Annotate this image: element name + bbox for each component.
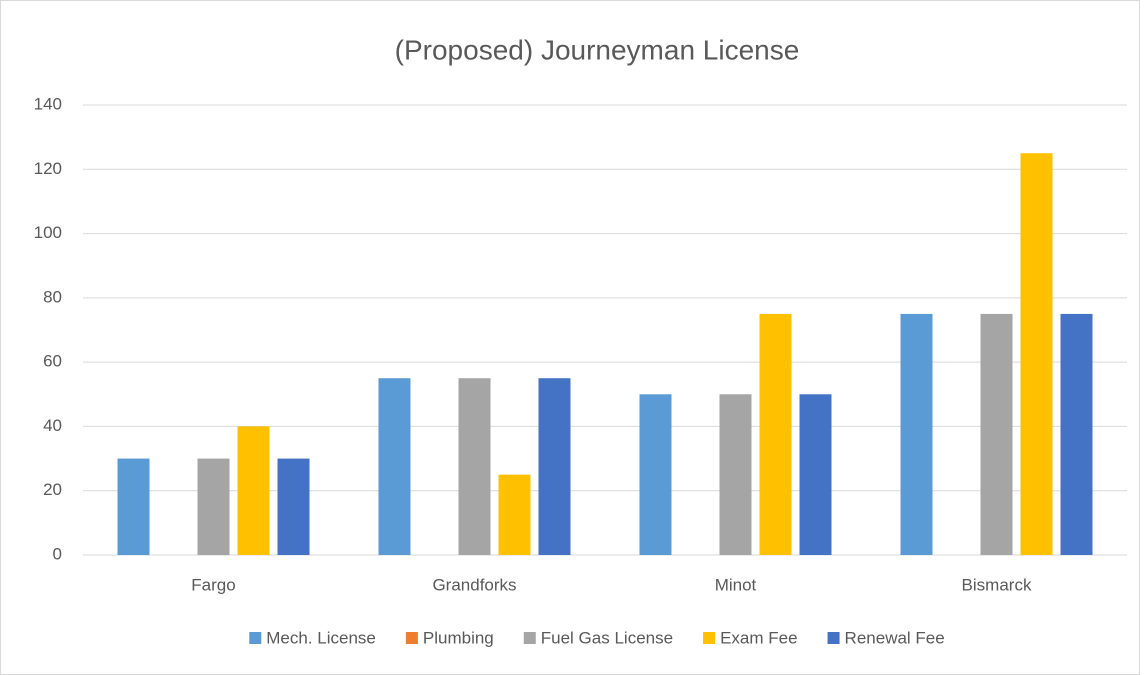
bar: [799, 394, 832, 555]
y-tick-label: 60: [43, 352, 62, 371]
legend-swatch: [523, 632, 536, 644]
y-tick-label: 100: [34, 223, 62, 242]
bar: [277, 458, 310, 555]
y-tick-label: 140: [34, 94, 62, 113]
legend-label: Plumbing: [423, 628, 494, 647]
x-tick-label: Minot: [715, 575, 757, 594]
legend-swatch: [827, 632, 840, 644]
legend-label: Exam Fee: [720, 628, 797, 647]
bar: [639, 394, 672, 555]
y-tick-label: 20: [43, 480, 62, 499]
y-tick-label: 80: [43, 287, 62, 306]
legend-label: Mech. License: [266, 628, 376, 647]
y-tick-label: 40: [43, 416, 62, 435]
x-tick-label: Fargo: [191, 575, 235, 594]
bar: [538, 378, 571, 555]
chart-title: (Proposed) Journeyman License: [395, 34, 800, 65]
bar: [498, 474, 531, 555]
bar: [980, 313, 1013, 555]
bar: [197, 458, 230, 555]
legend-swatch: [249, 632, 262, 644]
bar: [1060, 313, 1093, 555]
x-tick-label: Bismarck: [962, 575, 1032, 594]
bar: [117, 458, 150, 555]
bar: [237, 426, 270, 555]
y-tick-label: 0: [53, 544, 62, 563]
bar: [719, 394, 752, 555]
legend-swatch: [405, 632, 418, 644]
legend-label: Fuel Gas License: [541, 628, 673, 647]
x-tick-label: Grandforks: [432, 575, 516, 594]
bar: [900, 313, 933, 555]
y-tick-label: 120: [34, 159, 62, 178]
bar: [458, 378, 491, 555]
bar: [759, 313, 792, 555]
legend-label: Renewal Fee: [845, 628, 945, 647]
bar: [378, 378, 411, 555]
legend-swatch: [703, 632, 716, 644]
bar: [1020, 153, 1053, 555]
